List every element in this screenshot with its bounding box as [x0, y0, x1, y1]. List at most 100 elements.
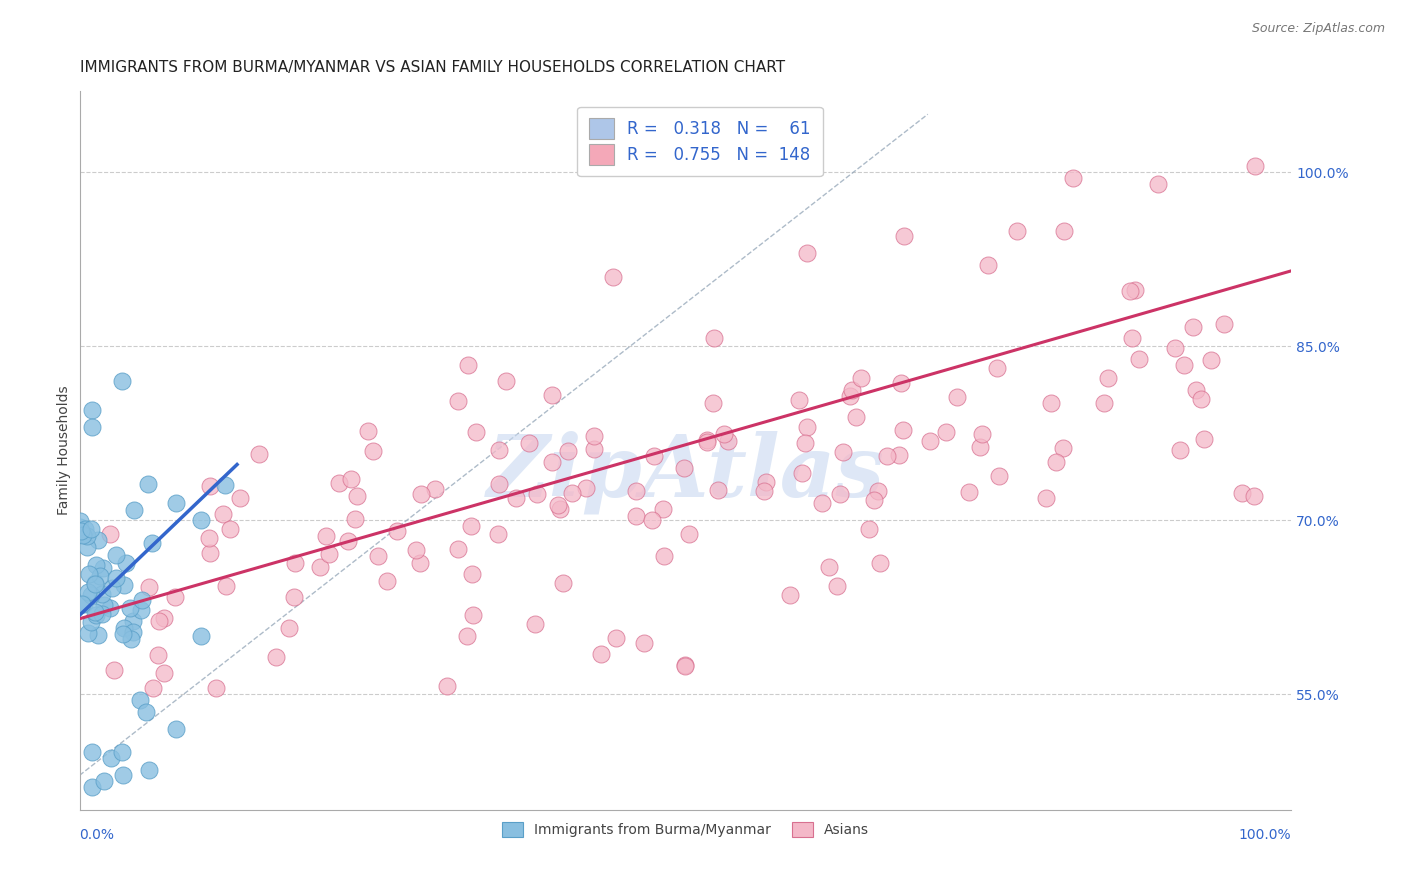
Point [122, 624, 145, 639]
Point [200, 546, 222, 560]
Point [135, 705, 157, 719]
Legend: Immigrants from Burma/Myanmar, Asians: Immigrants from Burma/Myanmar, Asians [496, 817, 875, 843]
Point [114, 556, 136, 570]
Point [215, 579, 238, 593]
Point [340, 473, 363, 487]
Point [460, 518, 482, 533]
Point [98, 527, 121, 541]
Point [986, 360, 1008, 375]
Point [166, 722, 188, 736]
Point [361, 444, 384, 458]
Point [219, 523, 242, 537]
Point [103, 663, 125, 677]
Point [436, 679, 458, 693]
Point [838, 389, 860, 403]
Point [190, 629, 212, 643]
Point [76, 585, 98, 599]
Point [890, 376, 912, 391]
Point [409, 556, 432, 570]
Point [283, 556, 305, 570]
Point [488, 442, 510, 457]
Point [121, 614, 143, 628]
Point [1092, 396, 1115, 410]
Point [105, 548, 128, 562]
Point [1184, 383, 1206, 397]
Point [112, 768, 135, 782]
Point [278, 621, 301, 635]
Y-axis label: Family Households: Family Households [58, 385, 72, 516]
Point [972, 427, 994, 442]
Point [1128, 351, 1150, 366]
Point [80, 745, 103, 759]
Point [129, 603, 152, 617]
Point [602, 269, 624, 284]
Point [1045, 455, 1067, 469]
Point [673, 460, 696, 475]
Point [343, 512, 366, 526]
Point [541, 455, 564, 469]
Point [547, 498, 569, 512]
Point [72, 597, 94, 611]
Point [589, 647, 612, 661]
Point [641, 512, 664, 526]
Point [830, 487, 852, 501]
Point [548, 501, 571, 516]
Point [643, 450, 665, 464]
Point [523, 617, 546, 632]
Point [83, 577, 105, 591]
Point [69, 514, 91, 528]
Point [385, 524, 408, 538]
Point [845, 410, 868, 425]
Point [73, 597, 96, 611]
Point [702, 395, 724, 409]
Point [557, 444, 579, 458]
Point [488, 476, 510, 491]
Point [315, 529, 337, 543]
Point [87, 533, 110, 547]
Point [841, 384, 863, 398]
Point [283, 590, 305, 604]
Point [696, 434, 718, 449]
Point [118, 601, 141, 615]
Point [309, 560, 332, 574]
Point [80, 615, 103, 630]
Point [163, 590, 186, 604]
Point [626, 484, 648, 499]
Point [91, 587, 114, 601]
Point [811, 496, 834, 510]
Point [86, 628, 108, 642]
Point [405, 542, 427, 557]
Point [1213, 318, 1236, 332]
Text: 100.0%: 100.0% [1239, 828, 1291, 842]
Point [69, 520, 91, 534]
Point [1097, 371, 1119, 385]
Point [988, 469, 1011, 483]
Point [796, 246, 818, 260]
Point [447, 393, 470, 408]
Point [787, 392, 810, 407]
Point [122, 503, 145, 517]
Text: IMMIGRANTS FROM BURMA/MYANMAR VS ASIAN FAMILY HOUSEHOLDS CORRELATION CHART: IMMIGRANTS FROM BURMA/MYANMAR VS ASIAN F… [80, 60, 785, 75]
Point [229, 491, 252, 505]
Point [377, 574, 399, 588]
Point [1123, 283, 1146, 297]
Point [893, 229, 915, 244]
Point [198, 531, 221, 545]
Point [583, 442, 606, 456]
Point [703, 331, 725, 345]
Point [624, 509, 647, 524]
Point [146, 648, 169, 662]
Point [858, 522, 880, 536]
Point [945, 390, 967, 404]
Point [551, 575, 574, 590]
Point [652, 549, 675, 563]
Point [89, 568, 111, 582]
Point [1119, 284, 1142, 298]
Point [93, 598, 115, 612]
Point [120, 632, 142, 646]
Point [84, 608, 107, 623]
Point [1040, 396, 1063, 410]
Point [1173, 358, 1195, 372]
Point [198, 479, 221, 493]
Point [678, 527, 700, 541]
